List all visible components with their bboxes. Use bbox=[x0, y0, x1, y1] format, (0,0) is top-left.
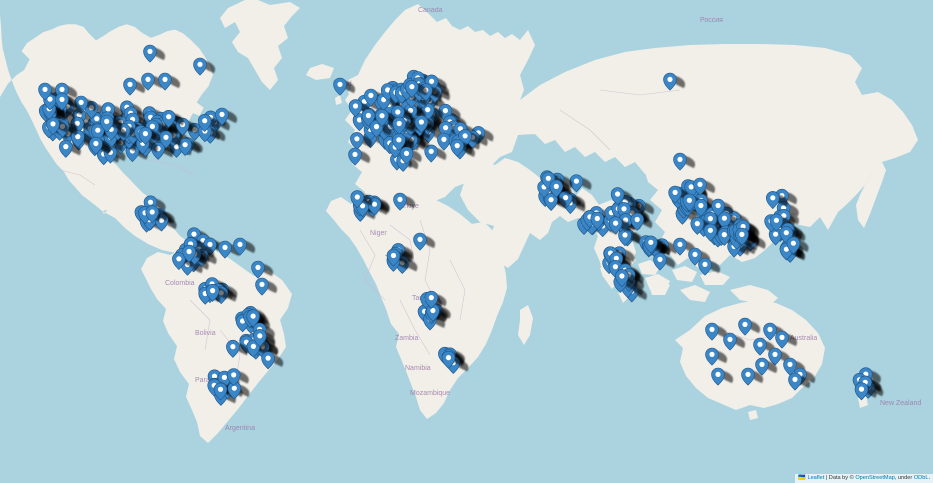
svg-text:Zambia: Zambia bbox=[395, 335, 418, 342]
svg-text:Namibia: Namibia bbox=[405, 365, 431, 372]
svg-text:New Zealand: New Zealand bbox=[880, 400, 921, 407]
svg-text:Argentina: Argentina bbox=[225, 425, 255, 432]
svg-text:Россия: Россия bbox=[700, 17, 723, 24]
svg-text:Mozambique: Mozambique bbox=[410, 390, 450, 397]
svg-text:Colombia: Colombia bbox=[165, 280, 195, 287]
svg-text:Canada: Canada bbox=[418, 7, 443, 14]
svg-text:Niger: Niger bbox=[370, 230, 387, 237]
svg-text:Bolivia: Bolivia bbox=[195, 330, 216, 337]
